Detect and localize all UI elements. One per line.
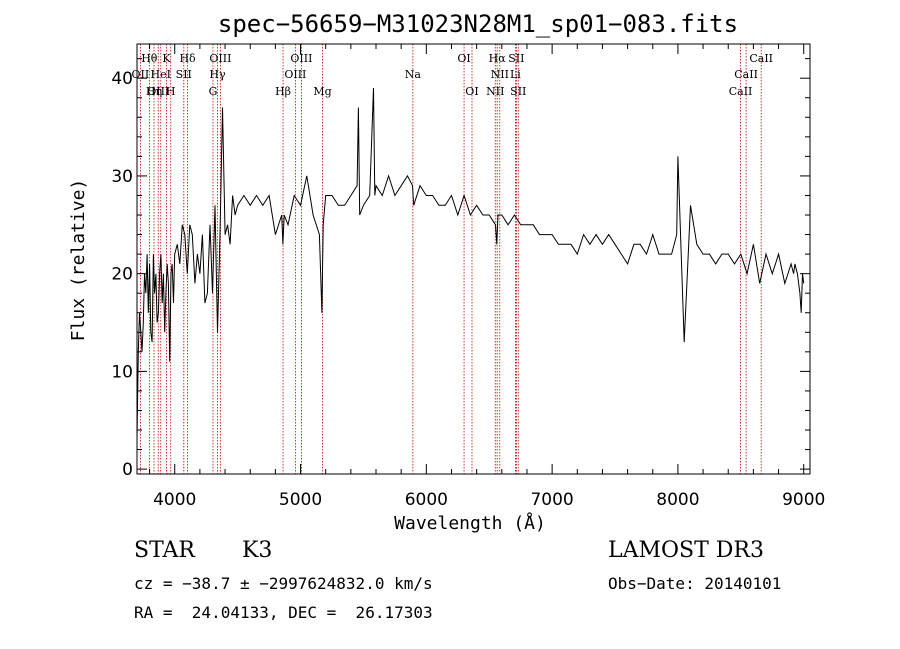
- x-tick-label: 4000: [153, 490, 196, 510]
- line-marker-label: SII: [176, 68, 192, 81]
- line-marker-label: OI: [457, 52, 470, 65]
- y-axis-ticks: 0 10 20 30 40: [111, 58, 810, 480]
- y-tick-label: 40: [111, 69, 133, 89]
- line-marker-label: OIII: [290, 52, 312, 65]
- object-class: STAR: [134, 538, 195, 563]
- y-axis-label: Flux (relative): [68, 179, 89, 342]
- survey-name: LAMOST DR3: [608, 538, 764, 563]
- coordinates: RA = 24.04133, DEC = 26.17303: [134, 603, 433, 622]
- line-marker-label: Hα: [489, 52, 507, 65]
- line-marker-label: Hδ: [179, 52, 196, 65]
- y-tick-label: 10: [111, 362, 133, 382]
- line-marker-label: K: [162, 52, 171, 65]
- spectrum-line: [136, 87, 805, 440]
- line-marker-label: OIII: [147, 85, 169, 98]
- line-marker-label: OII: [132, 68, 150, 81]
- x-tick-label: 5000: [279, 490, 322, 510]
- line-marker-label: NII: [486, 85, 504, 98]
- line-marker-label: OI: [465, 85, 478, 98]
- line-marker-label: Hγ: [209, 68, 226, 81]
- x-axis-ticks: 4000 5000 6000 7000 8000 9000: [149, 44, 825, 510]
- redshift-readout: cz = −38.7 ± −2997624832.0 km/s: [134, 574, 433, 593]
- object-subclass: K3: [242, 538, 273, 563]
- line-marker-label: H: [166, 85, 176, 98]
- x-tick-label: 6000: [405, 490, 448, 510]
- line-marker-label: HeI: [151, 68, 171, 81]
- line-marker-label: Mg: [313, 85, 331, 98]
- x-tick-label: 9000: [782, 490, 825, 510]
- line-marker-label: Li: [510, 68, 521, 81]
- plot-frame: [136, 43, 811, 475]
- x-tick-label: 7000: [530, 490, 573, 510]
- y-tick-label: 0: [122, 460, 133, 480]
- line-marker-label: NII: [491, 68, 509, 81]
- obs-date: Obs−Date: 20140101: [608, 574, 782, 593]
- line-marker-label: G: [209, 85, 218, 98]
- emission-line-markers: [139, 44, 762, 474]
- line-marker-label: Hβ: [275, 85, 291, 98]
- chart-title: spec−56659−M31023N28M1_sp01−083.fits: [218, 10, 738, 38]
- x-tick-label: 8000: [656, 490, 699, 510]
- line-marker-label: Hη: [146, 85, 162, 98]
- line-marker-label: OIII: [209, 52, 231, 65]
- line-marker-label: OIII: [284, 68, 306, 81]
- line-marker-label: CaII: [749, 52, 773, 65]
- line-marker-label: Na: [405, 68, 422, 81]
- y-tick-label: 20: [111, 265, 133, 285]
- line-marker-label: Hθ: [141, 52, 158, 65]
- line-marker-label: CaII: [729, 85, 753, 98]
- line-marker-label: SII: [508, 52, 524, 65]
- line-marker-label: SII: [510, 85, 526, 98]
- y-tick-label: 30: [111, 167, 133, 187]
- x-axis-label: Wavelength (Å): [394, 512, 546, 534]
- line-marker-label: CaII: [734, 68, 758, 81]
